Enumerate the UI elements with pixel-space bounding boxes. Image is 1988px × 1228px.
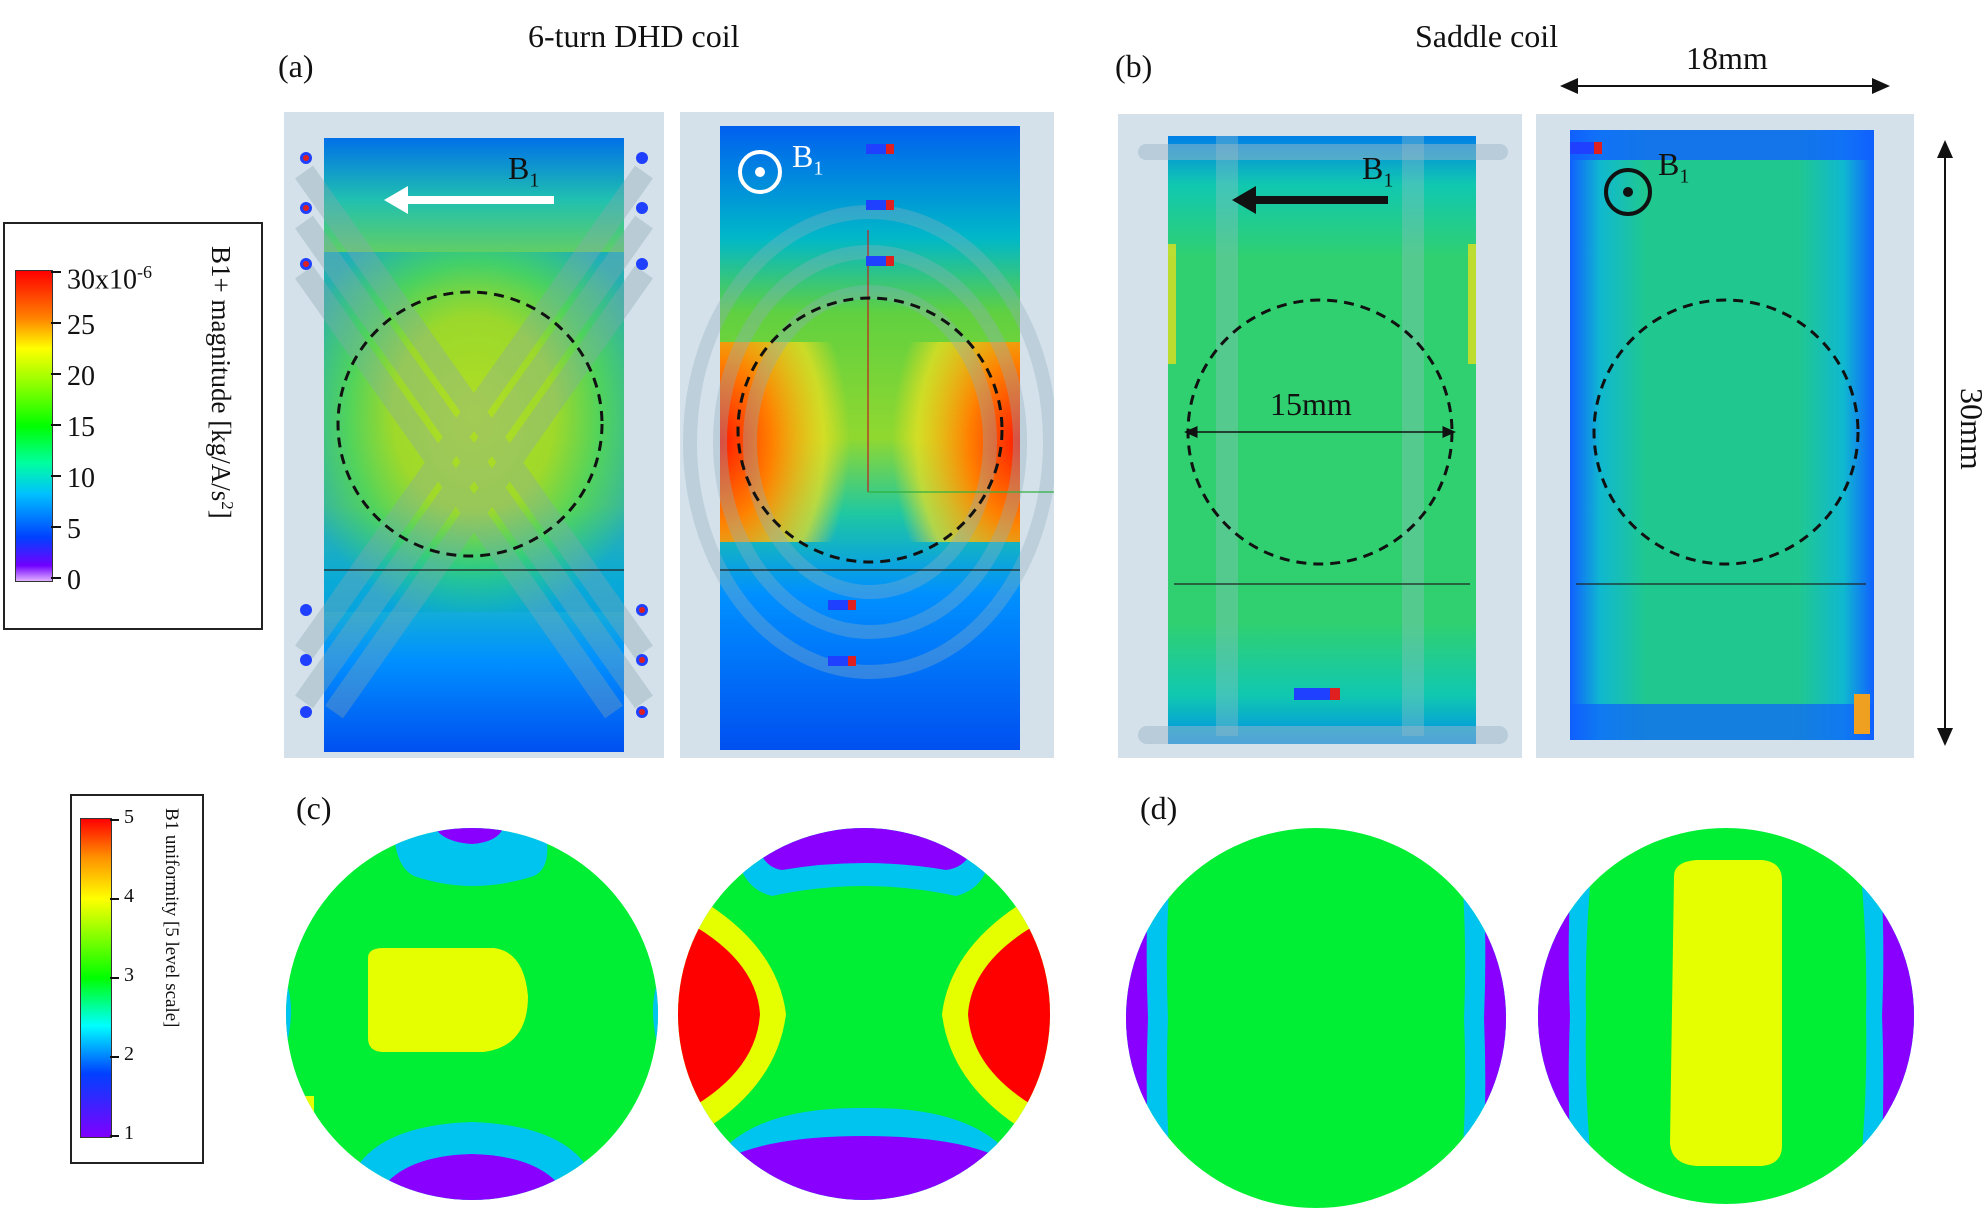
b1-arrow-label-b-right: B1 bbox=[1658, 146, 1690, 188]
magnitude-tick-0: 0 bbox=[67, 565, 81, 596]
panel-label-b: (b) bbox=[1115, 48, 1153, 84]
dhd-uniformity-map-right bbox=[678, 828, 1050, 1200]
uniformity-color-bar bbox=[80, 818, 112, 1138]
magnitude-tick-5: 5 bbox=[67, 514, 81, 545]
width-dimension-arrow bbox=[1560, 78, 1890, 94]
height-dimension-label: 30mm bbox=[1954, 388, 1988, 470]
magnitude-ticks bbox=[51, 271, 61, 579]
uniformity-tick-4: 4 bbox=[124, 885, 134, 907]
magnitude-tick-15: 15 bbox=[67, 412, 95, 443]
panel-label-c: (c) bbox=[296, 790, 332, 826]
uniformity-ticks bbox=[110, 819, 119, 1137]
b1-magnitude-legend: 30x10-6 25 20 15 10 5 0 B1+ magnitude [k… bbox=[3, 222, 263, 630]
panel-label-a: (a) bbox=[278, 48, 314, 84]
magnitude-legend-title: B1+ magnitude [kg/A/s2] bbox=[206, 246, 237, 519]
magnitude-tick-30: 30x10-6 bbox=[67, 262, 152, 296]
dhd-field-map-left: B1 bbox=[284, 112, 664, 758]
magnitude-tick-20: 20 bbox=[67, 361, 95, 392]
uniformity-tick-3: 3 bbox=[124, 964, 134, 986]
uniformity-tick-5: 5 bbox=[124, 806, 134, 828]
dhd-coil-title: 6-turn DHD coil bbox=[528, 18, 740, 54]
magnitude-tick-25: 25 bbox=[67, 310, 95, 341]
uniformity-tick-1: 1 bbox=[124, 1122, 134, 1144]
b1-arrow-label-a-left: B1 bbox=[508, 150, 540, 192]
uniformity-tick-2: 2 bbox=[124, 1043, 134, 1065]
width-dimension-label: 18mm bbox=[1686, 40, 1768, 76]
saddle-coil-title: Saddle coil bbox=[1415, 18, 1559, 54]
dhd-field-map-right: B1 bbox=[680, 112, 1054, 758]
magnitude-tick-10: 10 bbox=[67, 463, 95, 494]
height-dimension-arrow bbox=[1937, 140, 1953, 746]
saddle-field-map-right: B1 bbox=[1536, 114, 1914, 758]
dhd-uniformity-map-left bbox=[286, 828, 658, 1200]
saddle-uniformity-map-right bbox=[1538, 828, 1914, 1204]
saddle-uniformity-map-left bbox=[1126, 828, 1506, 1208]
b1-arrow-label-b-left: B1 bbox=[1362, 150, 1394, 192]
magnitude-color-bar bbox=[15, 270, 53, 582]
uniformity-legend-title: B1 uniformity [5 level scale] bbox=[161, 808, 182, 1028]
saddle-field-map-left: B1 15mm bbox=[1118, 114, 1522, 758]
roi-diameter-label: 15mm bbox=[1270, 386, 1352, 422]
b1-arrow-label-a-right: B1 bbox=[792, 138, 824, 180]
b1-uniformity-legend: 5 4 3 2 1 B1 uniformity [5 level scale] bbox=[70, 794, 204, 1164]
panel-label-d: (d) bbox=[1140, 790, 1178, 826]
